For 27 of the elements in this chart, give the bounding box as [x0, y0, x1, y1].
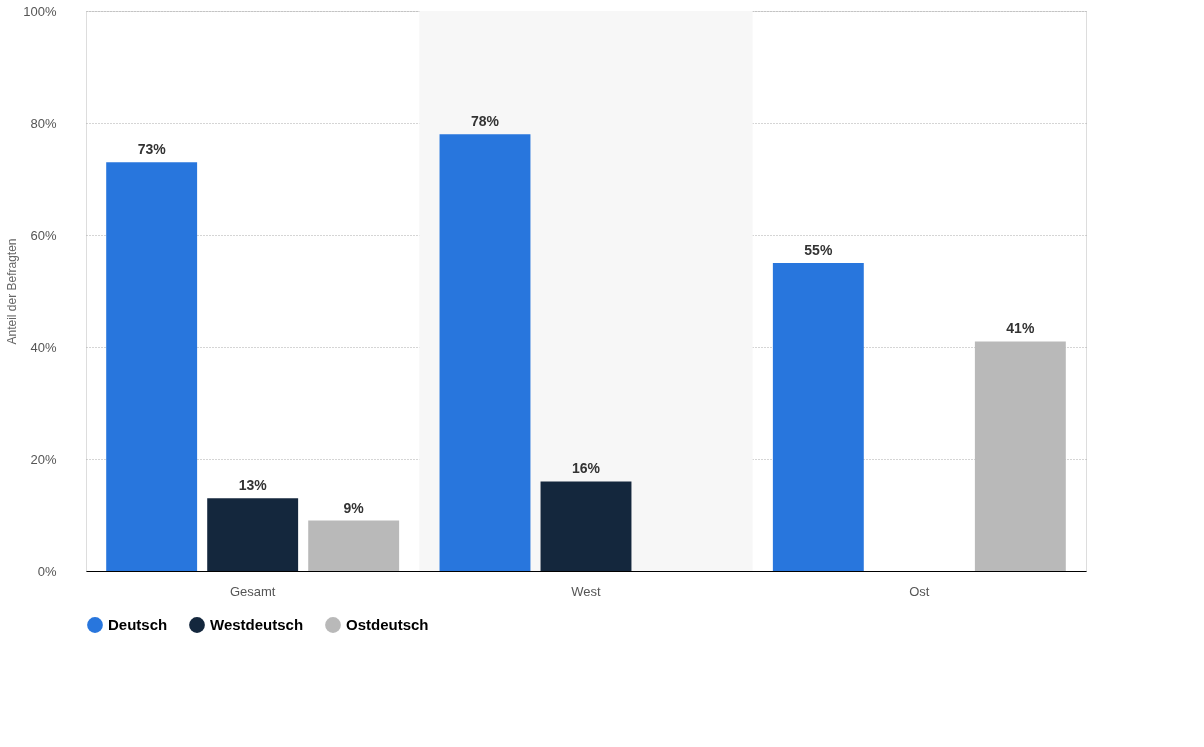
y-tick-label: 100% [23, 3, 57, 19]
legend-label: Deutsch [108, 616, 168, 633]
x-tick-label: Gesamt [229, 583, 276, 599]
y-tick-label: 0% [37, 563, 57, 579]
data-label: 16% [571, 460, 601, 477]
y-tick-label: 20% [30, 451, 57, 467]
y-axis-title: Anteil der Befragten [5, 238, 20, 345]
bar [308, 520, 400, 571]
data-label: 9% [343, 499, 365, 516]
x-tick-label: West [571, 583, 602, 599]
legend-label: Westdeutsch [210, 616, 304, 633]
y-tick-label: 60% [30, 227, 57, 243]
legend-label: Ostdeutsch [346, 616, 429, 633]
data-label: 41% [1006, 320, 1035, 337]
data-label: 55% [804, 242, 833, 258]
bar [207, 498, 299, 571]
bar [439, 134, 531, 571]
data-label: 13% [238, 477, 268, 494]
bar [106, 162, 198, 571]
y-tick-label: 40% [30, 339, 57, 355]
data-label: 73% [137, 141, 167, 158]
bar [974, 341, 1066, 571]
bar [540, 481, 632, 571]
x-tick-label: Ost [909, 583, 930, 599]
data-label: 78% [470, 113, 500, 130]
bar [772, 263, 864, 571]
y-tick-label: 80% [30, 115, 57, 131]
